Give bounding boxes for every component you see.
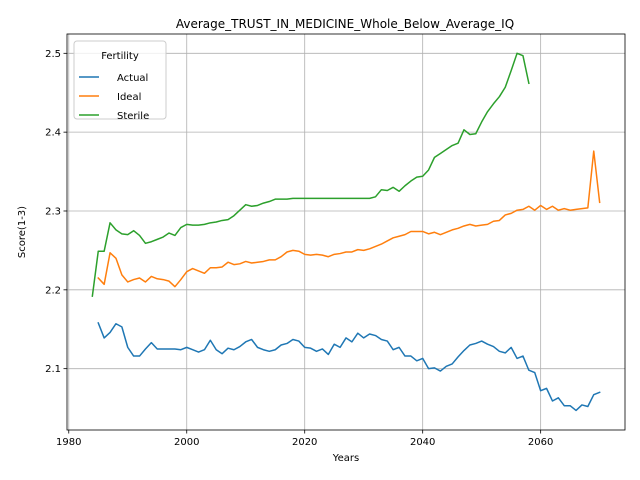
legend-box xyxy=(73,40,167,120)
x-tick-label: 2000 xyxy=(174,437,199,448)
legend-title: Fertility xyxy=(101,51,139,62)
x-axis-title: Years xyxy=(332,453,359,464)
legend-label: Actual xyxy=(117,73,148,84)
x-tick-label: 2020 xyxy=(292,437,317,448)
y-axis-title: Score(1-3) xyxy=(17,206,28,258)
legend-label: Sterile xyxy=(117,111,149,122)
legend-entry-actual: Actual xyxy=(79,73,148,84)
y-tick-label: 2.1 xyxy=(45,364,61,375)
y-tick-label: 2.5 xyxy=(45,49,61,60)
legend: Fertility Actual Ideal Sterile xyxy=(73,40,167,122)
grid-lines xyxy=(67,34,625,430)
x-tick-label: 2060 xyxy=(528,437,553,448)
series-ideal xyxy=(97,150,601,288)
series-line-sterile xyxy=(91,52,530,297)
series-actual xyxy=(97,321,601,412)
legend-entry-sterile: Sterile xyxy=(79,111,149,122)
y-axis-ticks: 2.1 2.2 2.3 2.4 2.5 xyxy=(45,49,67,375)
series-line-ideal xyxy=(97,150,601,288)
x-tick-label: 1980 xyxy=(56,437,81,448)
series-sterile xyxy=(91,52,530,297)
y-tick-label: 2.4 xyxy=(45,128,61,139)
y-tick-label: 2.3 xyxy=(45,206,61,217)
legend-entries: Actual Ideal Sterile xyxy=(79,73,149,122)
y-tick-label: 2.2 xyxy=(45,285,61,296)
x-axis-ticks: 1980 2000 2020 2040 2060 xyxy=(56,430,553,448)
legend-label: Ideal xyxy=(117,92,141,103)
x-tick-label: 2040 xyxy=(410,437,435,448)
series-lines xyxy=(91,52,601,412)
legend-entry-ideal: Ideal xyxy=(79,92,141,103)
series-line-actual xyxy=(97,321,601,412)
chart-title: Average_TRUST_IN_MEDICINE_Whole_Below_Av… xyxy=(176,17,514,31)
plot-frame xyxy=(66,33,626,431)
